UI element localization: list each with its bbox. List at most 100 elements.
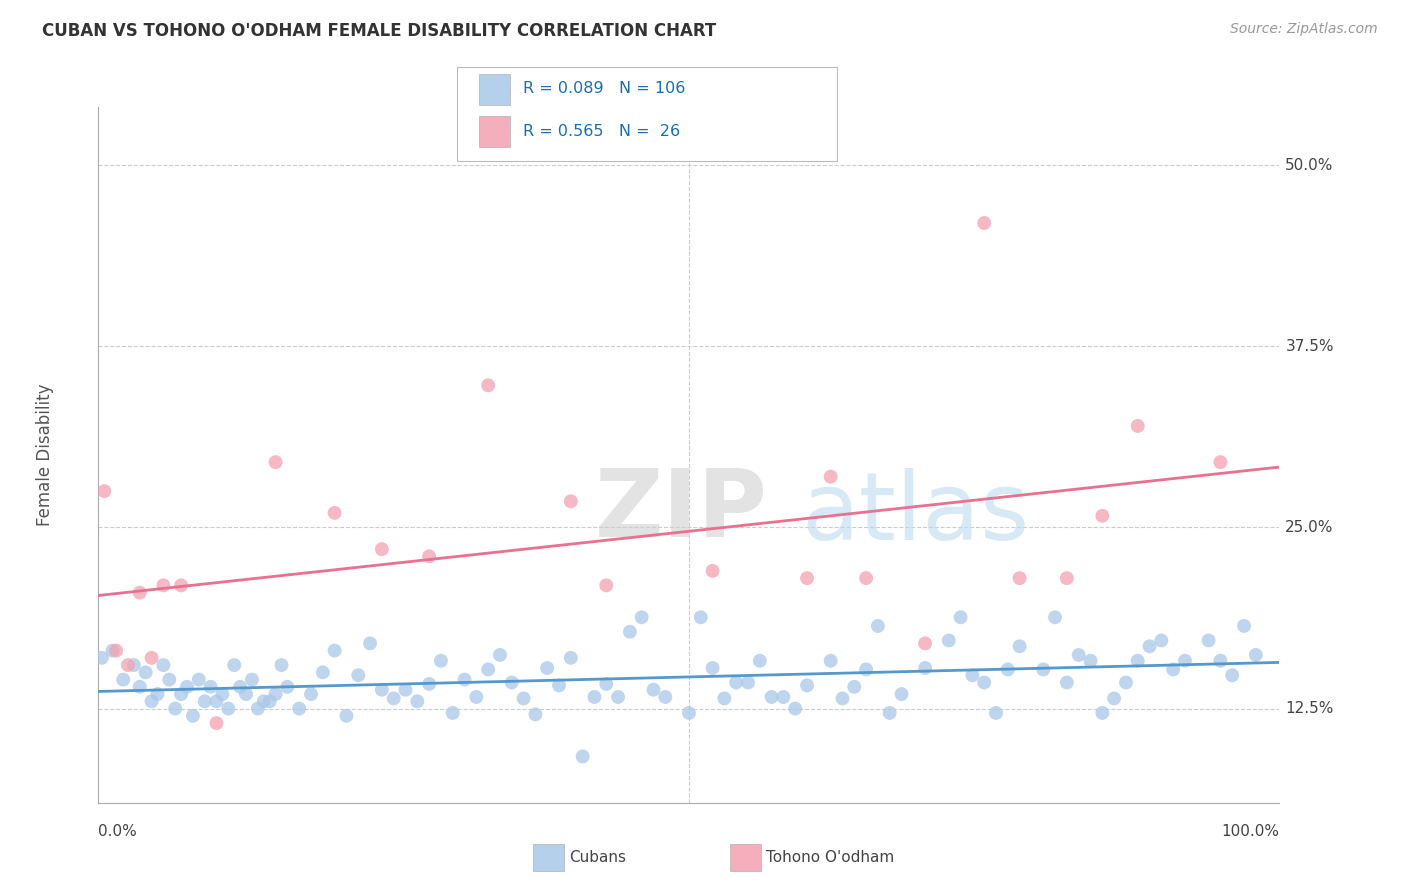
Point (914, 661, 936, 675)
Point (914, 636, 936, 650)
Point (997, 662, 1019, 677)
Point (785, 701, 807, 715)
Point (548, 678, 571, 692)
Point (128, 680, 150, 694)
Point (866, 619, 889, 633)
Point (264, 687, 287, 701)
Point (1091, 706, 1114, 720)
Point (105, 643, 128, 657)
Point (761, 690, 783, 704)
Point (689, 610, 711, 624)
Text: Source: ZipAtlas.com: Source: ZipAtlas.com (1230, 22, 1378, 37)
Point (312, 665, 335, 680)
Point (229, 680, 252, 694)
Point (1056, 675, 1078, 690)
Point (394, 682, 416, 697)
Point (725, 675, 748, 690)
Point (152, 658, 174, 673)
Point (1043, 610, 1066, 624)
Point (141, 651, 163, 665)
Point (128, 585, 150, 599)
Point (1161, 662, 1184, 677)
Point (1198, 633, 1220, 648)
Point (371, 682, 394, 697)
Point (165, 701, 187, 715)
Point (194, 694, 217, 708)
Point (93, 484, 115, 499)
Point (217, 701, 239, 715)
Point (181, 708, 204, 723)
Point (973, 675, 995, 690)
Point (323, 643, 346, 657)
Point (938, 633, 960, 648)
Point (796, 678, 818, 692)
Point (855, 571, 877, 585)
Point (152, 578, 174, 592)
Point (91, 651, 114, 665)
Point (1115, 675, 1137, 690)
Text: Female Disability: Female Disability (37, 384, 55, 526)
Point (1233, 619, 1256, 633)
Text: R = 0.565   N =  26: R = 0.565 N = 26 (523, 124, 681, 139)
Point (1080, 654, 1102, 668)
Point (170, 578, 193, 592)
Point (477, 378, 499, 392)
Point (748, 654, 770, 668)
Point (240, 673, 263, 687)
Point (112, 673, 135, 687)
Point (224, 658, 246, 673)
Point (276, 680, 298, 694)
Point (477, 662, 499, 677)
Point (170, 687, 193, 701)
Point (235, 687, 257, 701)
Point (253, 694, 276, 708)
Point (406, 694, 429, 708)
Point (1126, 654, 1149, 668)
Point (654, 690, 676, 704)
Text: ZIP: ZIP (595, 465, 768, 557)
Point (713, 691, 735, 706)
Point (1008, 639, 1031, 653)
Point (1008, 571, 1031, 585)
Point (135, 665, 157, 680)
Point (259, 694, 281, 708)
Point (359, 636, 381, 650)
Point (146, 687, 169, 701)
Point (1209, 455, 1232, 469)
Text: Tohono O'odham: Tohono O'odham (766, 850, 894, 864)
Point (984, 706, 1007, 720)
Point (246, 701, 269, 715)
Point (560, 651, 582, 665)
Point (820, 469, 842, 483)
Point (536, 661, 558, 675)
Point (288, 701, 311, 715)
Point (890, 687, 912, 701)
Point (973, 216, 995, 230)
Point (418, 677, 440, 691)
Text: 37.5%: 37.5% (1285, 339, 1334, 354)
Point (1091, 508, 1114, 523)
Point (453, 673, 475, 687)
Point (1126, 419, 1149, 434)
Point (619, 624, 641, 639)
Point (571, 749, 593, 764)
Point (1056, 571, 1078, 585)
Point (1150, 633, 1173, 648)
Point (264, 455, 287, 469)
Point (117, 658, 139, 673)
Point (187, 673, 209, 687)
Point (347, 668, 370, 682)
Point (702, 564, 724, 578)
Point (205, 694, 228, 708)
Point (205, 716, 228, 731)
Point (595, 677, 617, 691)
Point (141, 694, 163, 708)
Point (441, 706, 464, 720)
Point (831, 691, 853, 706)
Point (820, 654, 842, 668)
Point (1067, 648, 1090, 662)
Point (176, 680, 198, 694)
Point (1220, 668, 1243, 682)
Point (489, 648, 512, 662)
Text: Cubans: Cubans (569, 850, 627, 864)
